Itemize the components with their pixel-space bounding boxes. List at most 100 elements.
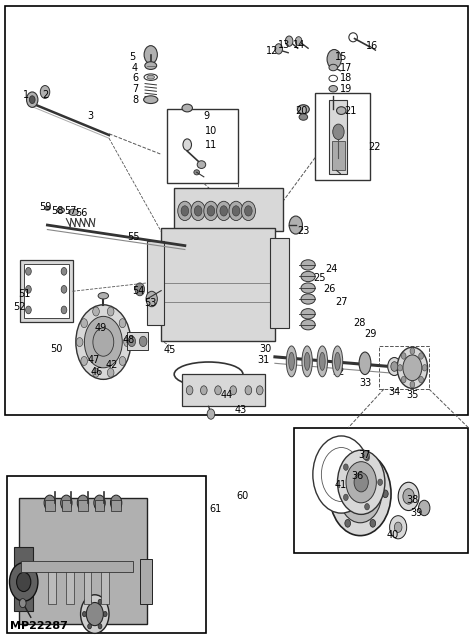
Ellipse shape [301,260,315,270]
Circle shape [229,201,243,221]
Bar [84,566,91,604]
Circle shape [194,206,202,216]
Text: 54: 54 [132,285,145,296]
Circle shape [339,465,382,523]
Bar [45,500,55,511]
Circle shape [61,267,67,275]
Circle shape [345,460,350,468]
Bar [62,500,71,511]
Text: 18: 18 [340,73,352,84]
Ellipse shape [147,75,155,79]
Bar [167,109,238,183]
Ellipse shape [289,352,294,370]
Ellipse shape [329,86,337,92]
Ellipse shape [301,294,315,304]
Text: 50: 50 [50,343,62,354]
Circle shape [398,482,419,511]
Bar [48,566,56,604]
Ellipse shape [301,271,315,282]
Circle shape [107,307,114,316]
Ellipse shape [329,75,337,82]
Ellipse shape [388,358,401,376]
Circle shape [86,602,103,626]
Circle shape [26,285,31,293]
Ellipse shape [359,352,371,374]
Text: 23: 23 [297,226,310,237]
Text: 58: 58 [52,206,64,216]
Text: 6: 6 [132,73,138,84]
Text: MP22287: MP22287 [10,620,68,631]
Circle shape [76,338,83,347]
Ellipse shape [69,209,78,215]
Circle shape [383,490,388,498]
Text: 38: 38 [406,495,419,505]
Text: 29: 29 [365,329,377,340]
Circle shape [344,494,348,501]
Ellipse shape [299,114,308,120]
Text: 30: 30 [259,343,272,354]
Circle shape [313,436,370,513]
Text: 49: 49 [94,323,107,333]
Text: 15: 15 [335,51,347,62]
Circle shape [401,353,406,359]
Circle shape [181,206,189,216]
Ellipse shape [329,64,337,71]
Circle shape [327,50,341,69]
Circle shape [201,386,207,395]
Ellipse shape [286,346,297,377]
Text: 40: 40 [386,530,399,540]
Circle shape [346,462,376,503]
Ellipse shape [335,352,340,370]
Circle shape [215,386,221,395]
Circle shape [403,489,414,504]
Text: 25: 25 [314,273,326,283]
Ellipse shape [144,74,157,80]
Ellipse shape [301,309,315,319]
Circle shape [345,520,350,527]
Ellipse shape [145,62,156,69]
Text: 48: 48 [123,334,135,345]
Circle shape [124,338,130,347]
Circle shape [61,306,67,314]
Text: 12: 12 [266,46,279,57]
Circle shape [370,520,375,527]
Circle shape [332,490,338,498]
Text: 33: 33 [360,377,372,388]
Bar [182,374,265,406]
Circle shape [178,201,192,221]
Text: 16: 16 [366,41,378,51]
Bar [329,100,347,174]
Text: 32: 32 [333,367,345,377]
Ellipse shape [183,139,191,150]
Circle shape [217,201,231,221]
Circle shape [103,611,107,617]
Text: 59: 59 [39,202,51,212]
Circle shape [93,328,114,356]
Text: 20: 20 [295,105,307,116]
Circle shape [295,37,302,46]
Circle shape [337,450,385,514]
Ellipse shape [301,320,315,330]
Circle shape [61,285,67,293]
Text: 24: 24 [326,264,338,274]
Bar [19,498,147,624]
Bar [140,559,152,604]
Bar [174,188,283,231]
Circle shape [333,124,344,140]
Bar [20,260,73,322]
Text: 45: 45 [164,345,176,356]
Text: 47: 47 [88,355,100,365]
Circle shape [390,516,407,539]
Ellipse shape [319,352,325,370]
Circle shape [365,455,369,461]
Circle shape [128,336,136,347]
Text: 22: 22 [368,141,381,152]
Circle shape [245,386,252,395]
Circle shape [107,368,114,377]
Text: 13: 13 [278,40,291,50]
Circle shape [94,495,105,511]
Text: 11: 11 [205,140,217,150]
Text: 44: 44 [220,390,233,401]
Circle shape [186,386,193,395]
Bar [270,238,289,328]
